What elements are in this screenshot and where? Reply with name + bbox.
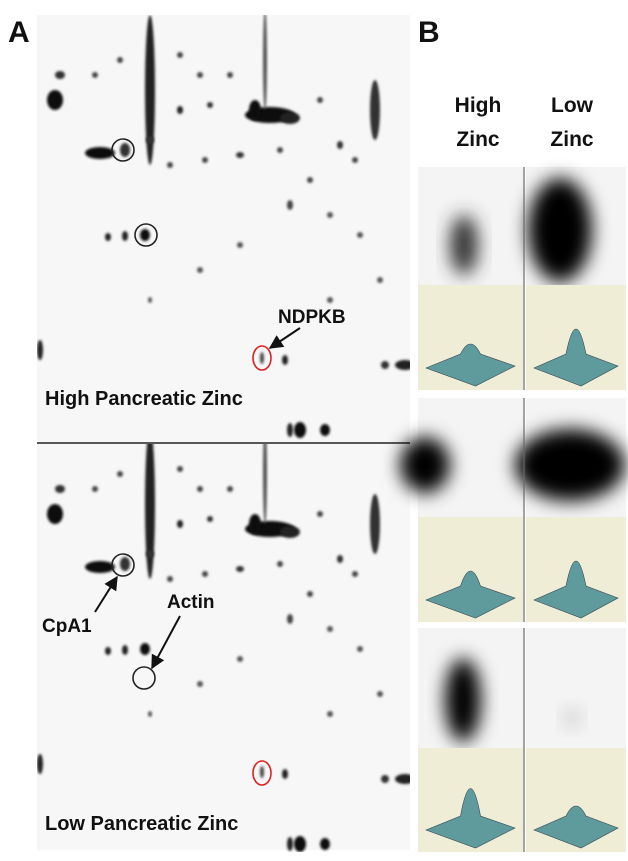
column-header: Zinc (550, 128, 593, 151)
figure: A B NDPKB High Pancreatic Zinc CpA1 Acti… (0, 0, 628, 856)
column-header: High (455, 94, 502, 117)
panel-label: A (8, 16, 30, 49)
column-header: Low (551, 94, 594, 117)
spot-blob (528, 178, 592, 282)
gel-title: Low Pancreatic Zinc (45, 813, 238, 835)
spot-blob (564, 708, 580, 728)
annotation: CpA1 (42, 616, 92, 637)
spot-image (526, 628, 626, 748)
spot-blob (515, 429, 625, 501)
gel-background (37, 15, 410, 850)
spot-panels (400, 167, 626, 852)
panel-label: B (418, 16, 440, 49)
column-header: Zinc (456, 128, 499, 151)
spot-blob (450, 215, 478, 275)
annotation: NDPKB (278, 307, 346, 328)
spot-blob (445, 658, 481, 742)
annotation: Actin (167, 592, 215, 613)
gel-title: High Pancreatic Zinc (45, 388, 243, 410)
spot-blob (400, 437, 450, 493)
